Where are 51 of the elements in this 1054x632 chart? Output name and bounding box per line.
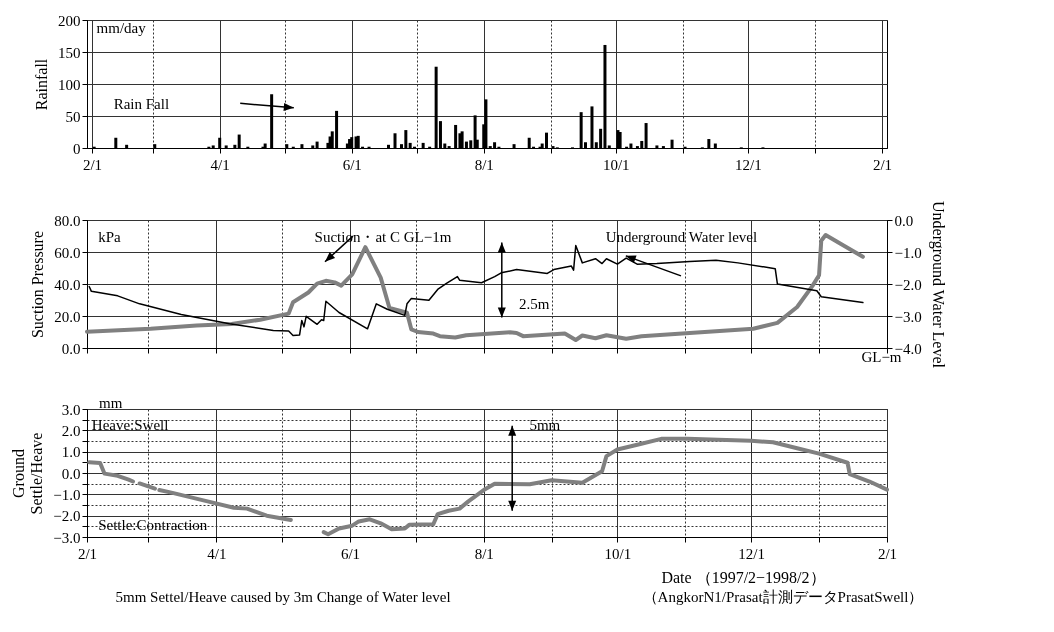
x-tick-label: 2/1 [77, 545, 98, 562]
y-tick-label: 1.0 [61, 444, 81, 461]
annotation: Heave:Swell [91, 417, 169, 433]
y-tick-label: 0.0 [61, 340, 81, 357]
y-tick-label: 0.0 [61, 465, 81, 482]
y-tick-label: 100 [58, 76, 81, 93]
y-tick-label: 20.0 [54, 308, 81, 325]
text: 5mm Settel/Heave caused by 3m Change of Water level [115, 589, 451, 606]
y-tick-label: 150 [58, 44, 81, 61]
y-tick-label: −2.0 [53, 508, 81, 525]
x-tick-label: 2/1 [872, 156, 893, 173]
x-tick-label: 8/1 [474, 545, 494, 562]
annotation: mm/day [96, 19, 147, 36]
y-tick-label: 50 [65, 108, 81, 125]
annotation: 5mm [529, 417, 561, 433]
x-tick-label: 10/1 [602, 156, 630, 173]
x-tick-label: 12/1 [734, 156, 762, 173]
y-tick-label: 60.0 [54, 244, 81, 261]
x-axis-title: Date （1997/2−1998/2） [661, 568, 826, 586]
y-axis-title: Suction Pressure [29, 230, 47, 339]
line-series [85, 233, 865, 342]
y-axis-title: Rainfall [33, 58, 50, 111]
series-label: Rain Fall [113, 96, 170, 113]
y-tick-label: −1.0 [53, 486, 81, 503]
y-tick-label: 80.0 [54, 212, 81, 229]
x-tick-label: 6/1 [340, 545, 361, 562]
text: （AngkorN1/Prasat計測データPrasatSwell） [642, 589, 924, 606]
annotation: kPa [98, 229, 122, 246]
x-tick-label: 12/1 [738, 545, 765, 562]
y-axis-title: Ground Settle/Heave [10, 432, 46, 515]
y-tick-label: 40.0 [54, 276, 81, 293]
x-tick-label: 6/1 [342, 156, 362, 173]
y-tick-label: 0 [73, 140, 81, 157]
x-tick-label: 2/1 [82, 156, 103, 173]
y2-tick-label: −3.0 [894, 308, 922, 325]
y2-tick-label: −2.0 [894, 276, 922, 293]
y2-axis-title: Underground Water Level [928, 201, 947, 369]
y-tick-label: 2.0 [61, 422, 81, 439]
y2-tick-label: −1.0 [894, 244, 922, 261]
y-tick-label: 3.0 [61, 401, 81, 418]
x-tick-label: 4/1 [210, 156, 230, 173]
annotation: Settle:Contraction [98, 516, 208, 533]
x-tick-label: 10/1 [604, 545, 632, 562]
y-tick-label: 200 [58, 12, 81, 29]
annotation: 2.5m [519, 296, 550, 313]
y-tick-label: −3.0 [53, 529, 81, 546]
annotation: mm [99, 394, 123, 411]
x-tick-label: 4/1 [207, 545, 227, 562]
x-tick-label: 2/1 [877, 545, 898, 562]
x-tick-label: 8/1 [474, 156, 494, 173]
y2-tick-label: 0.0 [894, 212, 914, 229]
